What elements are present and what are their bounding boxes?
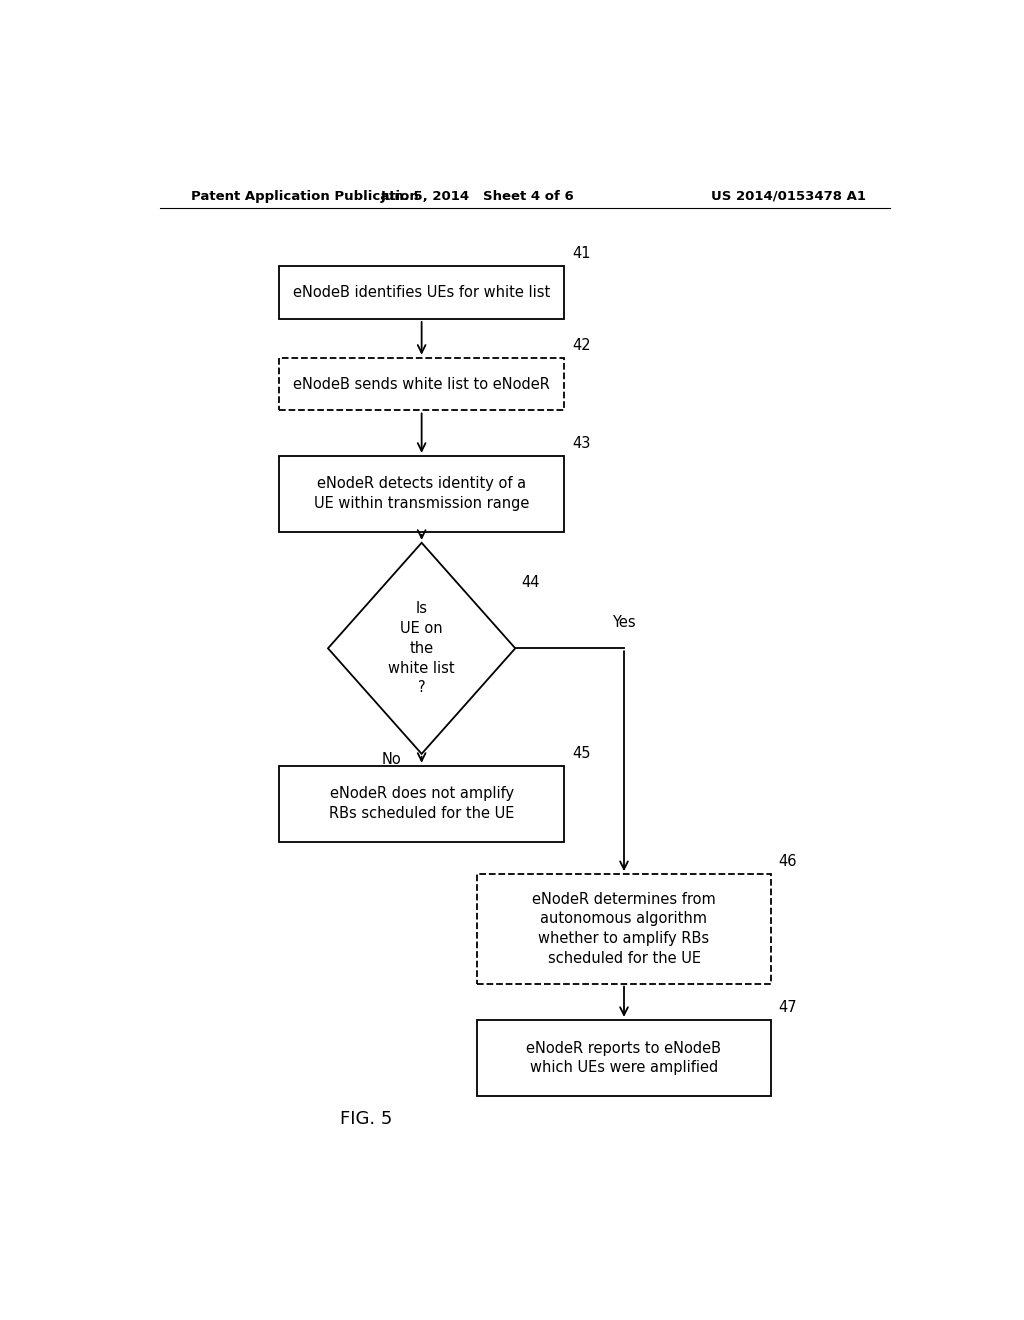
Text: 42: 42 <box>572 338 591 352</box>
Polygon shape <box>328 543 515 754</box>
Text: 45: 45 <box>572 746 591 760</box>
Text: Jun. 5, 2014   Sheet 4 of 6: Jun. 5, 2014 Sheet 4 of 6 <box>380 190 574 202</box>
Text: Yes: Yes <box>612 615 636 630</box>
Text: US 2014/0153478 A1: US 2014/0153478 A1 <box>711 190 866 202</box>
Text: Is
UE on
the
white list
?: Is UE on the white list ? <box>388 601 455 696</box>
Text: eNodeB identifies UEs for white list: eNodeB identifies UEs for white list <box>293 285 550 300</box>
Text: 46: 46 <box>779 854 798 869</box>
Text: eNodeB sends white list to eNodeR: eNodeB sends white list to eNodeR <box>293 376 550 392</box>
Text: 47: 47 <box>779 999 798 1015</box>
Text: 41: 41 <box>572 246 591 261</box>
FancyBboxPatch shape <box>279 358 564 411</box>
Text: No: No <box>382 752 401 767</box>
Text: eNodeR detects identity of a
UE within transmission range: eNodeR detects identity of a UE within t… <box>314 477 529 511</box>
FancyBboxPatch shape <box>279 455 564 532</box>
Text: eNodeR determines from
autonomous algorithm
whether to amplify RBs
scheduled for: eNodeR determines from autonomous algori… <box>532 891 716 966</box>
Text: eNodeR does not amplify
RBs scheduled for the UE: eNodeR does not amplify RBs scheduled fo… <box>329 787 514 821</box>
FancyBboxPatch shape <box>279 766 564 842</box>
FancyBboxPatch shape <box>477 1020 771 1096</box>
Text: FIG. 5: FIG. 5 <box>340 1110 392 1127</box>
Text: 44: 44 <box>521 576 540 590</box>
FancyBboxPatch shape <box>279 267 564 319</box>
Text: Patent Application Publication: Patent Application Publication <box>191 190 419 202</box>
Text: eNodeR reports to eNodeB
which UEs were amplified: eNodeR reports to eNodeB which UEs were … <box>526 1040 722 1076</box>
FancyBboxPatch shape <box>477 874 771 983</box>
Text: 43: 43 <box>572 436 591 450</box>
